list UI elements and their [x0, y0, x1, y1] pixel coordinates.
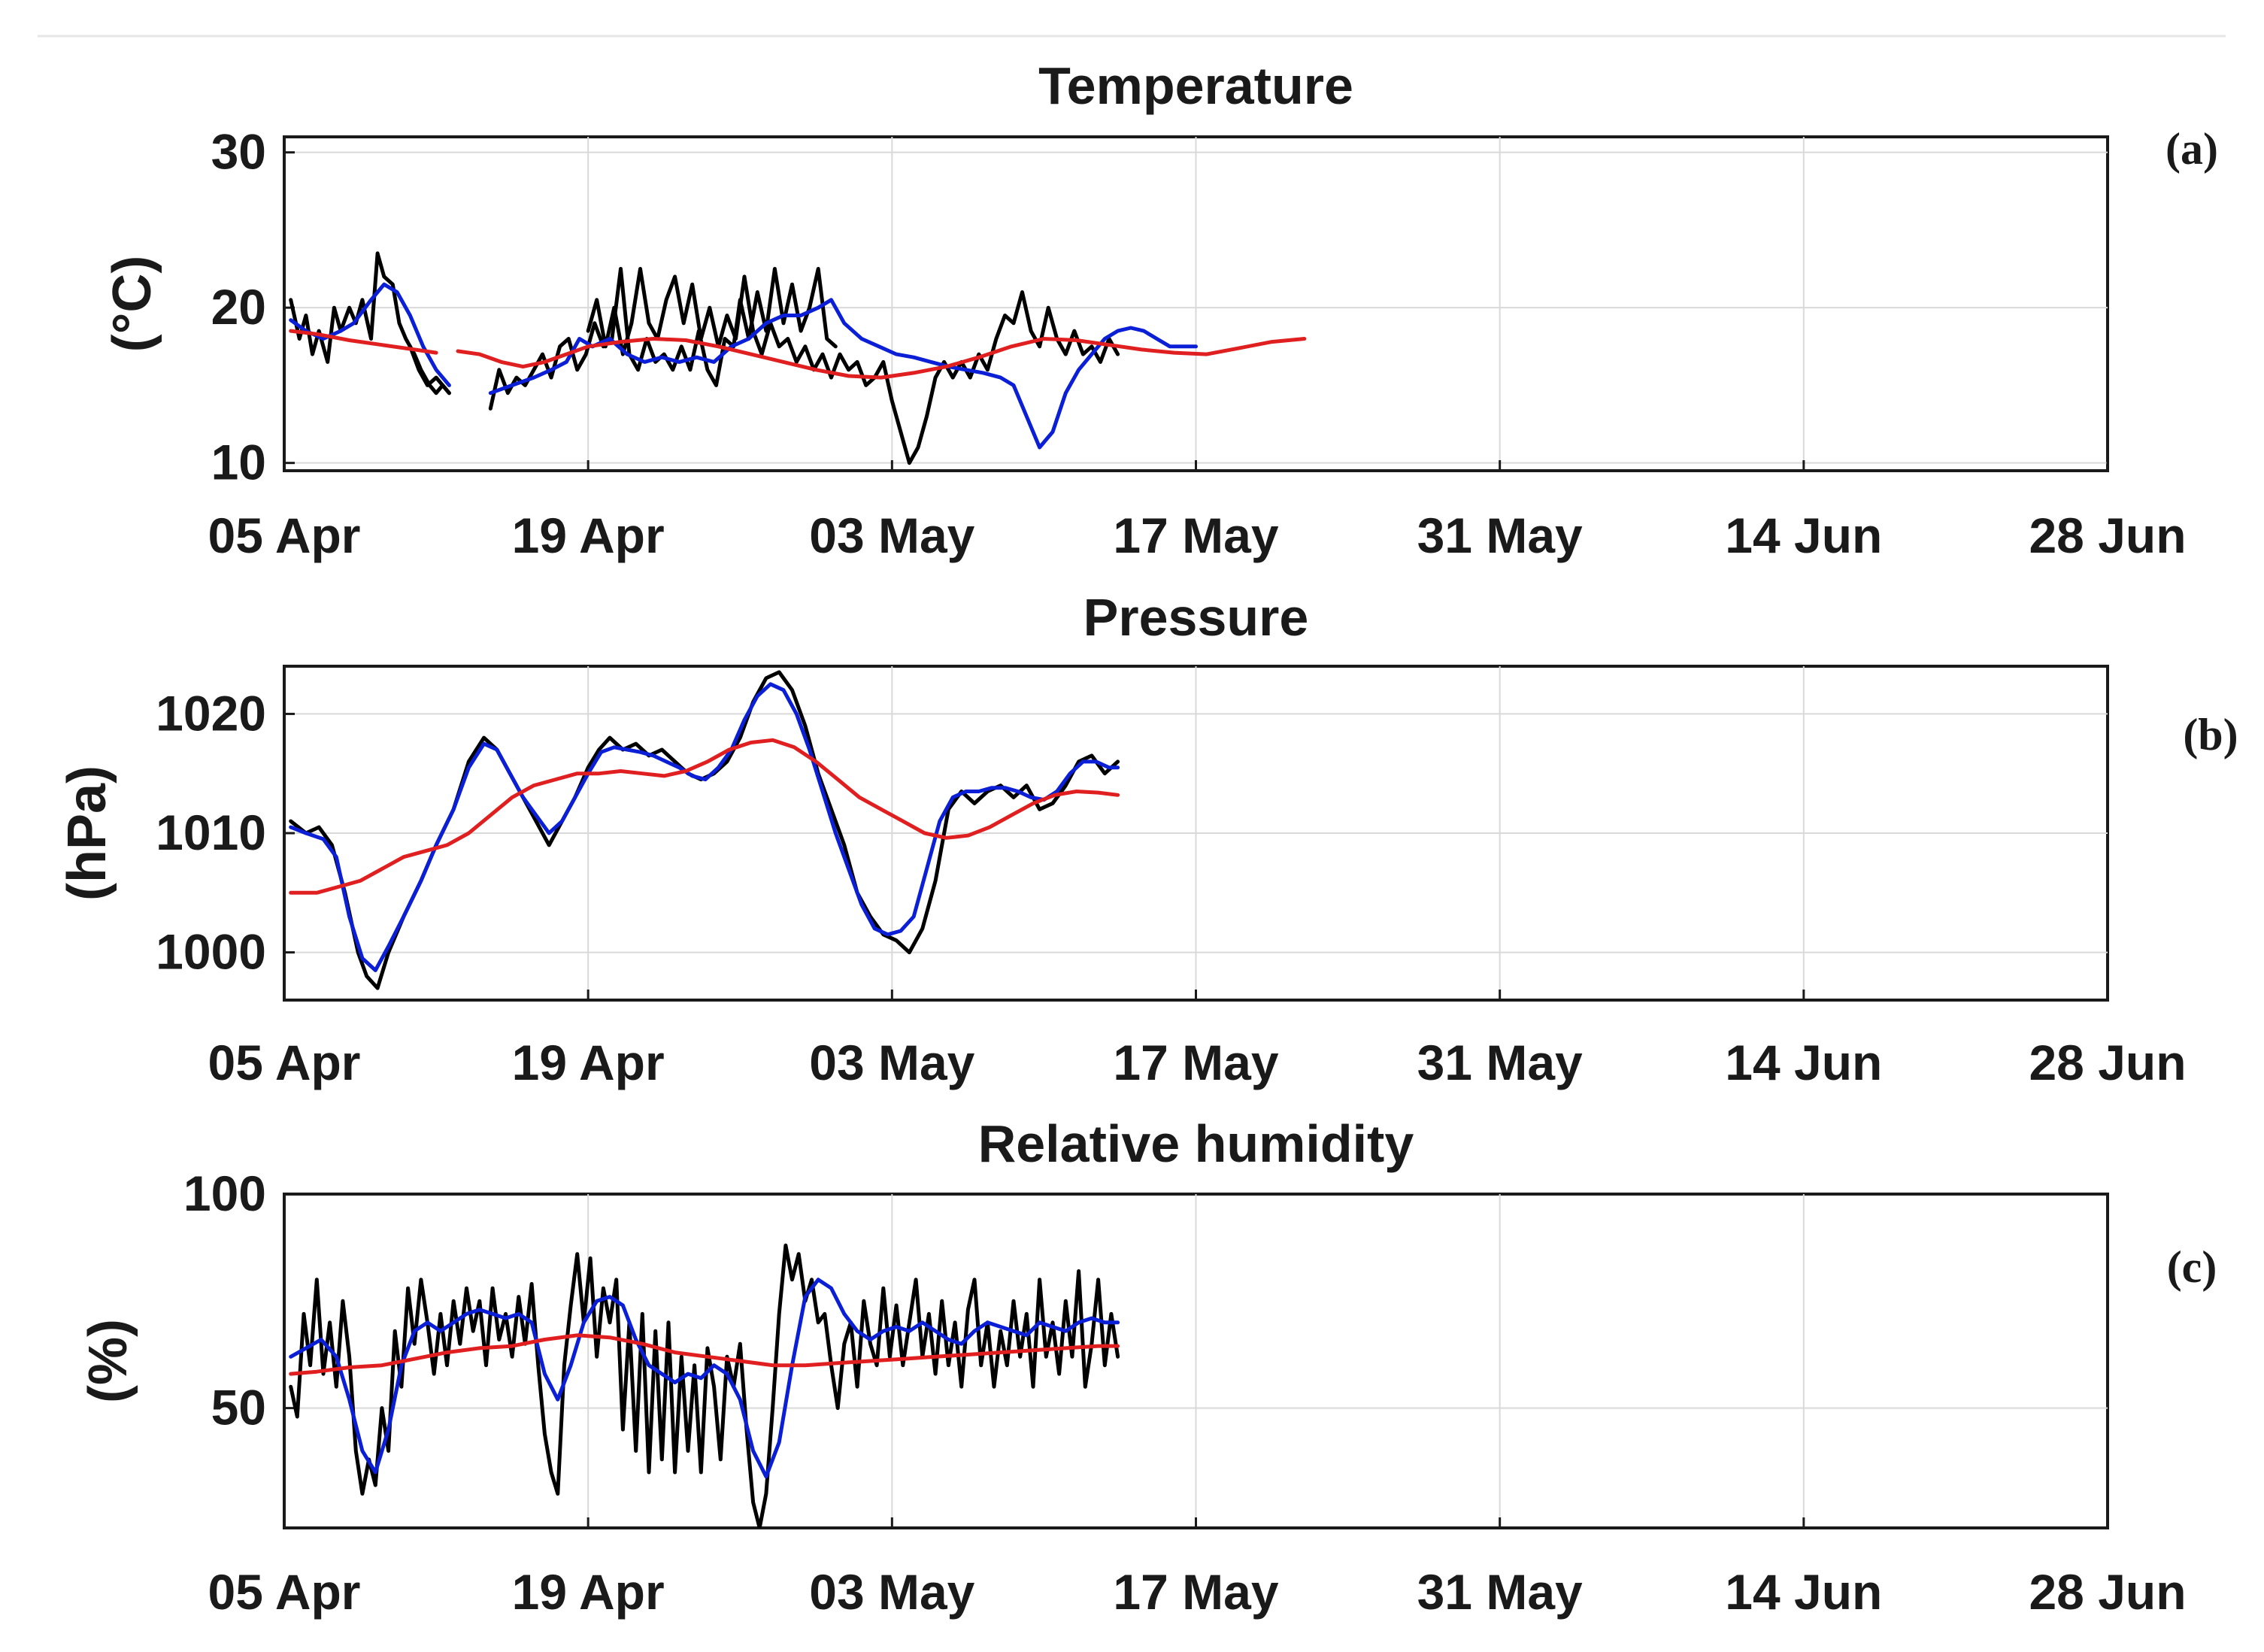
series-line-raw-segment-4 — [586, 267, 1120, 465]
x-tick-label: 31 May — [1417, 508, 1583, 563]
y-tick-label: 1010 — [156, 805, 266, 860]
x-tick-label: 17 May — [1113, 1035, 1278, 1090]
y-tick-label: 1000 — [156, 924, 266, 980]
panel-title: Relative humidity — [978, 1114, 1414, 1173]
series-line-long-term-mean-segment-1 — [289, 1333, 1120, 1376]
x-tick-label: 05 Apr — [208, 1035, 361, 1090]
y-axis-label: (°C) — [102, 256, 162, 353]
series-line-smoothed-segment-2 — [488, 298, 1198, 450]
series-line-smoothed-segment-1 — [289, 1278, 1120, 1479]
series-line-raw-segment-2 — [408, 344, 451, 396]
panel-2: Pressure 05 Apr 19 Apr 03 May 17 May 31 May 14… — [57, 588, 2238, 1090]
panel-1: Temperature 05 Apr 19 Apr 03 May 17 May 31 Ma… — [102, 56, 2218, 563]
series-group — [289, 251, 1307, 465]
panels-container: Temperature 05 Apr 19 Apr 03 May 17 May 31 Ma… — [57, 56, 2238, 1620]
panel-tag: (a) — [2165, 124, 2218, 174]
y-tick-label: 50 — [211, 1380, 266, 1435]
series-group — [289, 1243, 1120, 1528]
y-tick-label: 20 — [211, 279, 266, 335]
x-tick-label: 03 May — [809, 1035, 974, 1090]
series-line-smoothed-segment-1 — [289, 682, 1120, 972]
x-tick-label: 03 May — [809, 1564, 974, 1620]
x-tick-label: 19 Apr — [512, 508, 665, 563]
x-tick-label: 14 Jun — [1725, 1035, 1882, 1090]
panel-tag: (c) — [2167, 1242, 2217, 1292]
y-tick-label: 10 — [211, 435, 266, 490]
x-tick-label: 19 Apr — [512, 1564, 665, 1620]
x-tick-label: 14 Jun — [1725, 508, 1882, 563]
x-tick-label: 28 Jun — [2029, 1035, 2186, 1090]
y-axis-label: (%) — [78, 1319, 138, 1403]
panel-title: Temperature — [1038, 56, 1353, 115]
panel-tag: (b) — [2183, 710, 2238, 759]
series-line-long-term-mean-segment-1 — [289, 738, 1120, 895]
x-tick-label: 31 May — [1417, 1035, 1583, 1090]
panel-title: Pressure — [1084, 588, 1309, 647]
series-group — [289, 670, 1120, 990]
x-tick-label: 03 May — [809, 508, 974, 563]
x-tick-label: 28 Jun — [2029, 1564, 2186, 1620]
y-tick-label: 1020 — [156, 685, 266, 741]
x-tick-label: 05 Apr — [208, 1564, 361, 1620]
x-tick-label: 05 Apr — [208, 508, 361, 563]
panel-3: Relative humidity 05 Apr 19 Apr 03 May 17 Ma… — [78, 1114, 2217, 1620]
x-tick-label: 19 Apr — [512, 1035, 665, 1090]
series-line-long-term-mean-segment-2 — [456, 337, 1307, 380]
x-tick-label: 31 May — [1417, 1564, 1583, 1620]
x-tick-label: 14 Jun — [1725, 1564, 1882, 1620]
series-line-long-term-mean-segment-1 — [289, 329, 438, 355]
y-tick-label: 30 — [211, 124, 266, 180]
x-tick-label: 28 Jun — [2029, 508, 2186, 563]
x-tick-label: 17 May — [1113, 1564, 1278, 1620]
x-tick-label: 17 May — [1113, 508, 1278, 563]
series-line-raw-segment-1 — [289, 251, 451, 396]
series-line-raw-segment-1 — [289, 1243, 1120, 1528]
y-tick-label: 100 — [183, 1165, 266, 1221]
y-axis-label: (hPa) — [57, 765, 117, 901]
